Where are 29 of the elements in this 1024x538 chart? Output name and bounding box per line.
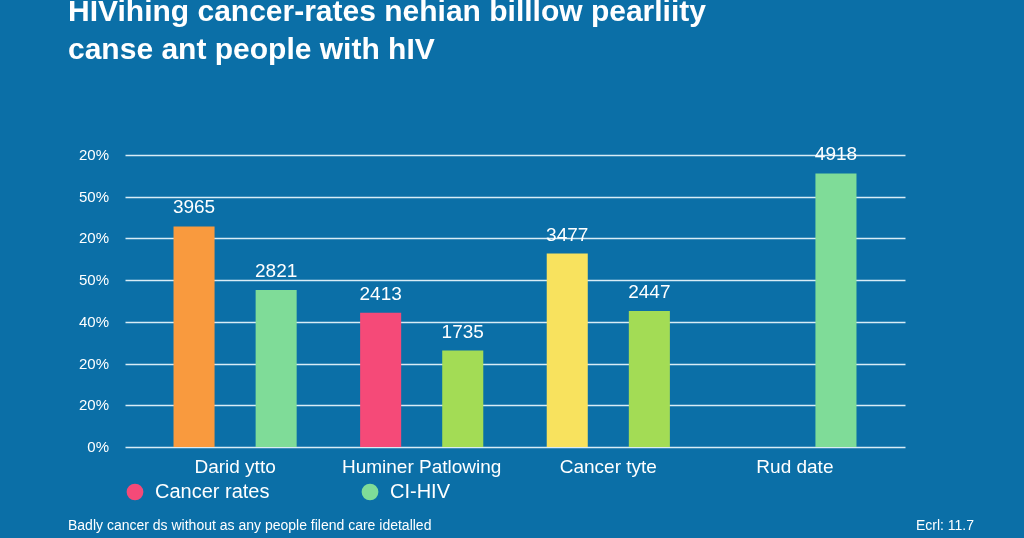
bar bbox=[360, 312, 402, 447]
x-tick-label: Darid ytto bbox=[194, 455, 276, 477]
text: 20% bbox=[78, 229, 109, 247]
bar bbox=[546, 253, 588, 447]
text: 20% bbox=[78, 146, 109, 163]
text: 20% bbox=[78, 396, 109, 414]
text: Ecrl: 11.7 bbox=[915, 517, 974, 533]
text: 40% bbox=[78, 312, 109, 330]
data-label: 2413 bbox=[359, 282, 402, 304]
data-label: 2447 bbox=[628, 280, 671, 302]
x-tick-label: Huminer Patlowing bbox=[341, 455, 502, 477]
bar bbox=[815, 173, 857, 447]
x-tick-label: Rud date bbox=[756, 455, 834, 477]
bar bbox=[173, 226, 215, 447]
bar bbox=[255, 290, 297, 447]
text: 50% bbox=[78, 271, 109, 289]
text: 0% bbox=[87, 438, 109, 455]
data-label: 2821 bbox=[255, 260, 298, 282]
bar bbox=[442, 350, 484, 447]
legend-label: CI-HIV bbox=[390, 480, 451, 502]
data-label: 3965 bbox=[172, 196, 216, 218]
text: 20% bbox=[78, 354, 109, 372]
data-label: 1735 bbox=[441, 320, 484, 342]
x-tick-label: Cancer tyte bbox=[559, 455, 657, 477]
text: Badly cancer ds without as any people filend care idetalled bbox=[68, 517, 432, 533]
legend-label: Cancer rates bbox=[155, 480, 270, 502]
bar bbox=[628, 310, 670, 447]
text: 50% bbox=[78, 187, 109, 205]
chart-title: HIVihing cancer-rates nehian billlow pearliity canse ant people with hIV bbox=[68, 0, 707, 66]
